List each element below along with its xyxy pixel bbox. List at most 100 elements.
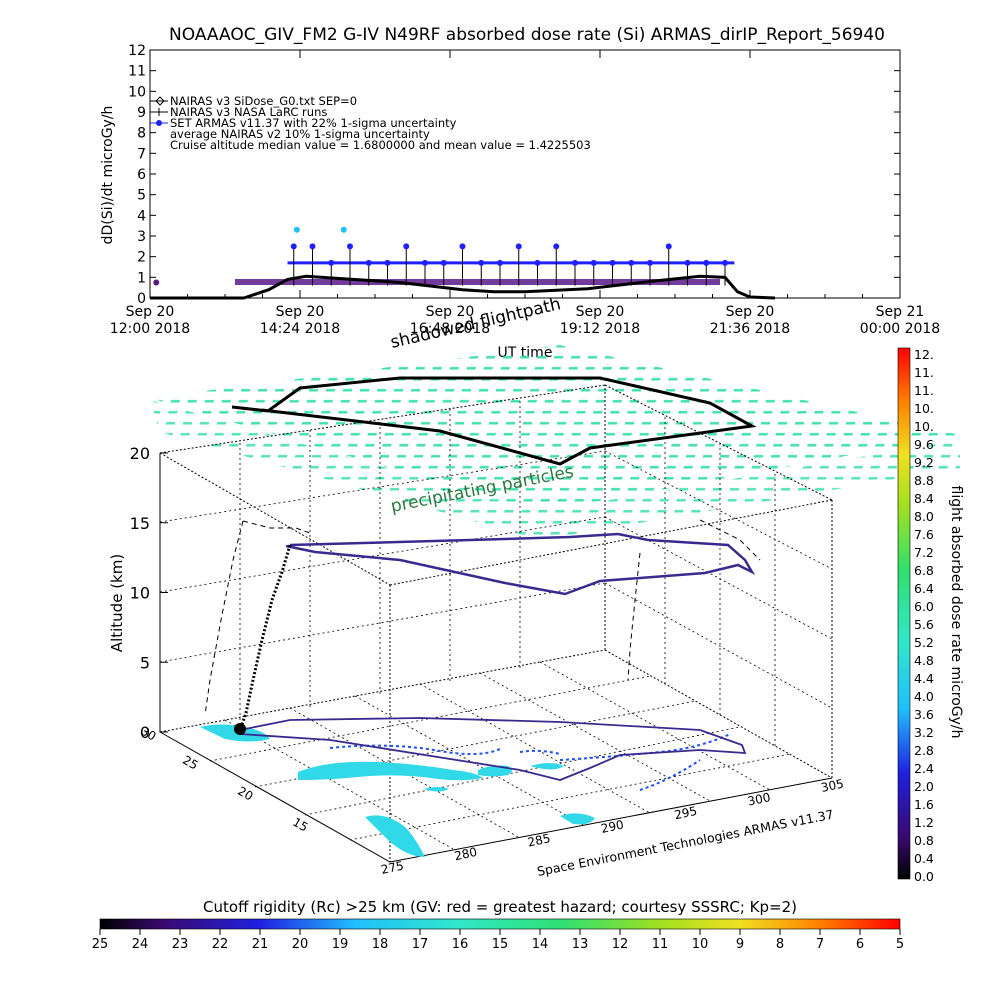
armas-point	[684, 259, 691, 266]
longitude-tick-label: 280	[453, 845, 478, 863]
dose-rate-colorbar-tick-label: 8.4	[914, 491, 934, 506]
dose-rate-colorbar-tick-label: 10.	[914, 419, 934, 434]
dose-rate-colorbar-tick-label: 5.2	[914, 635, 934, 650]
cutoff-rigidity-colorbar-gradient	[99, 918, 901, 930]
armas-point	[515, 243, 522, 250]
altitude-tick-label: 10	[130, 584, 150, 603]
armas-point	[534, 259, 541, 266]
armas-point	[403, 243, 410, 250]
latitude-tick-label: 15	[290, 815, 310, 835]
armas-point	[703, 259, 710, 266]
latitude-tick-labels: 30 25 20 15	[138, 724, 310, 835]
dose-rate-colorbar-tick-label: 2.8	[914, 743, 934, 758]
flightpath-3d	[204, 519, 761, 735]
dose-rate-colorbar-tick-label: 1.6	[914, 797, 934, 812]
cutoff-rigidity-colorbar-tick-label: 19	[332, 937, 349, 952]
armas-point	[647, 259, 653, 266]
y-tick-label: 5	[137, 188, 146, 204]
cutoff-rigidity-colorbar-tick-label: 16	[452, 937, 469, 952]
y-tick-label: 6	[137, 167, 146, 183]
dose-rate-colorbar-tick-label: 9.6	[914, 437, 934, 452]
dose-rate-colorbar-tick-label: 6.4	[914, 581, 934, 596]
longitude-tick-label: 305	[820, 776, 845, 794]
armas-point	[347, 243, 353, 250]
data-series	[150, 226, 776, 300]
y-tick-label: 8	[137, 126, 146, 142]
wall-grid	[159, 398, 833, 746]
dose-rate-colorbar-tick-label: 10.	[914, 401, 934, 416]
longitude-tick-labels: 275 280 285 290 295 300 305	[380, 776, 845, 876]
armas-point	[628, 259, 635, 266]
cutoff-rigidity-colorbar-tick-label: 10	[692, 937, 709, 952]
x-tick-label: 21:36 2018	[710, 321, 790, 337]
armas-point	[290, 243, 297, 250]
dose-rate-colorbar-tick-label: 8.8	[914, 473, 934, 488]
cutoff-rigidity-colorbar-tick-label: 8	[776, 937, 784, 952]
legend-entry: Cruise altitude median value = 1.6800000…	[170, 138, 591, 152]
longitude-tick-label: 290	[600, 817, 625, 835]
longitude-tick-label: 275	[380, 858, 405, 876]
legend-entry: NAIRAS v3 SiDose_G0.txt SEP=0	[170, 94, 357, 108]
dose-rate-colorbar-tick-label: 0.0	[914, 869, 934, 884]
armas-point	[665, 243, 672, 250]
cutoff-rigidity-colorbar-tick-label: 14	[532, 937, 549, 952]
altitude-tick-labels: 0 5 10 15 20	[130, 444, 168, 742]
dose-rate-colorbar-tick-label: 0.4	[914, 851, 934, 866]
dose-rate-colorbar-tick-label: 5.6	[914, 617, 934, 632]
dose-rate-colorbar-tick-label: 7.6	[914, 527, 934, 542]
legend: NAIRAS v3 SiDose_G0.txt SEP=0 NAIRAS v3 …	[150, 94, 591, 152]
map-coast-dashes	[329, 733, 731, 791]
dose-rate-colorbar-tick-label: 3.6	[914, 707, 934, 722]
top-plot-frame	[149, 49, 901, 299]
armas-point	[293, 226, 300, 233]
chart-title: NOAAAOC_GIV_FM2 G-IV N49RF absorbed dose…	[169, 25, 885, 45]
dose-rate-colorbar-tick-label: 9.2	[914, 455, 934, 470]
dose-rate-colorbar-label: flight absorbed dose rate microGy/h	[948, 486, 964, 739]
armas-point	[309, 243, 316, 250]
x-tick-label: Sep 20	[126, 304, 175, 320]
armas-point	[384, 259, 391, 266]
latitude-tick-label: 25	[180, 753, 200, 773]
y-tick-label: 2	[137, 250, 146, 266]
y-axis-label: dD(Si)/dt microGy/h	[100, 106, 116, 245]
legend-entry: NAIRAS v3 NASA LaRC runs	[170, 105, 327, 119]
y-tick-label: 9	[137, 105, 146, 121]
armas-point	[328, 259, 335, 266]
dose-rate-colorbar-tick-label: 1.2	[914, 815, 934, 830]
armas-point	[340, 226, 347, 233]
cutoff-rigidity-colorbar: Cutoff rigidity (Rc) >25 km (GV: red = g…	[92, 898, 904, 952]
nairas-v3-line	[150, 274, 776, 300]
dose-rate-colorbar-tick-label: 0.8	[914, 833, 934, 848]
armas-point	[553, 243, 560, 250]
cutoff-rigidity-colorbar-label: Cutoff rigidity (Rc) >25 km (GV: red = g…	[203, 898, 797, 916]
y-tick-label: 1	[137, 270, 146, 286]
x-tick-label: Sep 20	[726, 304, 775, 320]
armas-point	[422, 259, 428, 266]
cutoff-rigidity-colorbar-tick-label: 5	[896, 937, 904, 952]
latitude-tick-label: 30	[138, 724, 158, 744]
longitude-tick-label: 285	[526, 831, 551, 849]
dose-rate-colorbar-gradient	[897, 347, 911, 880]
precipitating-particles-layer	[150, 345, 960, 540]
armas-point	[572, 259, 578, 266]
armas-point	[365, 259, 372, 266]
cutoff-rigidity-colorbar-tick-label: 13	[572, 937, 589, 952]
map-landmasses	[200, 724, 595, 857]
cutoff-rigidity-colorbar-tick-label: 24	[132, 937, 149, 952]
altitude-tick-label: 0	[140, 723, 150, 742]
legend-symbol-dot-blue	[150, 120, 168, 126]
x-tick-label: Sep 21	[876, 304, 925, 320]
cutoff-rigidity-colorbar-tick-label: 22	[212, 937, 229, 952]
longitude-tick-label: 300	[746, 790, 771, 808]
x-tick-label: Sep 20	[276, 304, 325, 320]
dose-rate-colorbar: 12. 11. 11. 10. 10. 9.6 9.2 8.8 8.4 8.0 7.6 7.2 6.8 6…	[897, 347, 964, 884]
altitude-axis-label: Altitude (km)	[108, 554, 126, 652]
dose-rate-colorbar-tick-label: 12.	[914, 347, 934, 362]
cutoff-rigidity-colorbar-ticks: 25 24 23 22 21 20 19 18 17 16 15 14 13 12 11 10 9 8 7 6 5	[92, 929, 904, 952]
legend-entry: average NAIRAS v2 10% 1-sigma uncertaint…	[170, 127, 430, 141]
armas-point	[590, 259, 597, 266]
altitude-tick-label: 5	[140, 653, 150, 672]
